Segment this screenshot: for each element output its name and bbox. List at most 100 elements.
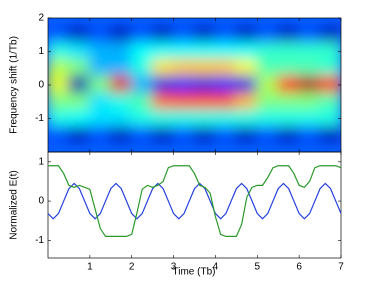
heatmap-cell — [235, 18, 259, 28]
heatmap-cell — [277, 142, 301, 152]
heatmap-cell — [172, 58, 196, 78]
heatmap-cell — [130, 25, 154, 45]
heatmap-cell — [151, 142, 175, 152]
heatmap-cell — [256, 75, 280, 95]
heatmap-cell — [172, 109, 196, 128]
heatmap-cell — [256, 25, 280, 45]
heatmap-cell — [67, 75, 91, 95]
heatmap-cell — [172, 142, 196, 152]
heatmap-cell — [88, 109, 112, 128]
heatmap-cell — [67, 109, 91, 128]
heatmap-cell — [88, 92, 112, 112]
heatmap-cell — [214, 18, 238, 28]
heatmap-cell — [298, 58, 322, 78]
y-tick-label: 2 — [38, 13, 44, 24]
y-tick-label: 1 — [38, 46, 44, 57]
heatmap-cell — [109, 92, 133, 112]
heatmap-cell — [256, 109, 280, 128]
heatmap-cell — [130, 18, 154, 28]
heatmap-cell — [256, 142, 280, 152]
heatmap-cell — [151, 25, 175, 45]
x-tick-label: 6 — [296, 262, 302, 273]
y-axis-label: Frequency shift (1/Tb) — [9, 36, 20, 134]
heatmap-cell — [88, 125, 112, 145]
heatmap-cell — [48, 42, 70, 61]
heatmap-cell — [319, 42, 341, 61]
heatmap-cell — [277, 109, 301, 128]
heatmap-cell — [88, 25, 112, 45]
heatmap-cell — [48, 109, 70, 128]
heatmap-cell — [256, 58, 280, 78]
heatmap-cell — [319, 109, 341, 128]
heatmap-cell — [151, 58, 175, 78]
heatmap-cell — [193, 25, 217, 45]
heatmap-cell — [298, 142, 322, 152]
heatmap-cell — [235, 142, 259, 152]
line-series — [48, 165, 341, 238]
heatmap-cell — [256, 92, 280, 112]
heatmap-cell — [298, 92, 322, 112]
heatmap-cell — [277, 18, 301, 28]
heatmap-cell — [193, 125, 217, 145]
y-tick-label: 0 — [38, 196, 44, 207]
heatmap-cell — [151, 75, 175, 95]
heatmap-cell — [151, 92, 175, 112]
x-tick-label: 1 — [87, 262, 93, 273]
heatmap-cell — [172, 25, 196, 45]
heatmap-cell — [48, 142, 70, 152]
heatmap-cell — [109, 75, 133, 95]
heatmap-cell — [130, 125, 154, 145]
heatmap-cell — [88, 58, 112, 78]
heatmap-cell — [109, 42, 133, 61]
heatmap-cell — [277, 25, 301, 45]
heatmap-cell — [319, 75, 341, 95]
heatmap-cell — [151, 125, 175, 145]
heatmap-cell — [235, 75, 259, 95]
heatmap-cell — [298, 75, 322, 95]
heatmap-cell — [67, 125, 91, 145]
heatmap-cell — [48, 25, 70, 45]
heatmap-cell — [256, 125, 280, 145]
heatmap-cell — [319, 58, 341, 78]
x-tick-label: 3 — [171, 262, 177, 273]
heatmap-cell — [214, 25, 238, 45]
heatmap-cell — [319, 142, 341, 152]
heatmap-cell — [193, 109, 217, 128]
x-tick-label: 2 — [129, 262, 135, 273]
heatmap-cell — [172, 42, 196, 61]
heatmap-cell — [235, 92, 259, 112]
heatmap-cell — [151, 18, 175, 28]
y-axis-label: Normalized E(t) — [9, 170, 20, 239]
y-tick-label: 0 — [38, 80, 44, 91]
x-tick-label: 4 — [213, 262, 219, 273]
x-tick-label: 7 — [338, 262, 344, 273]
heatmap-cell — [277, 58, 301, 78]
heatmap-cell — [193, 142, 217, 152]
heatmap-cell — [214, 109, 238, 128]
heatmap-cell — [319, 18, 341, 28]
heatmap-cell — [214, 125, 238, 145]
heatmap-cell — [48, 75, 70, 95]
heatmap-cell — [109, 58, 133, 78]
heatmap-cell — [214, 142, 238, 152]
heatmap-cell — [235, 42, 259, 61]
heatmap-cell — [88, 42, 112, 61]
heatmap-cell — [48, 125, 70, 145]
heatmap-cell — [235, 25, 259, 45]
heatmap-cell — [214, 58, 238, 78]
heatmap-cell — [298, 42, 322, 61]
x-tick-label: 5 — [255, 262, 261, 273]
heatmap-cells — [48, 18, 341, 152]
heatmap-cell — [235, 125, 259, 145]
y-tick-label: -1 — [35, 235, 44, 246]
heatmap-cell — [88, 75, 112, 95]
heatmap-cell — [88, 18, 112, 28]
heatmap-cell — [130, 58, 154, 78]
heatmap-cell — [48, 18, 70, 28]
heatmap-cell — [214, 92, 238, 112]
heatmap-cell — [130, 42, 154, 61]
heatmap-cell — [193, 58, 217, 78]
heatmap-cell — [109, 18, 133, 28]
heatmap-cell — [235, 109, 259, 128]
x-axis-label: Time (Tb) — [173, 267, 216, 278]
